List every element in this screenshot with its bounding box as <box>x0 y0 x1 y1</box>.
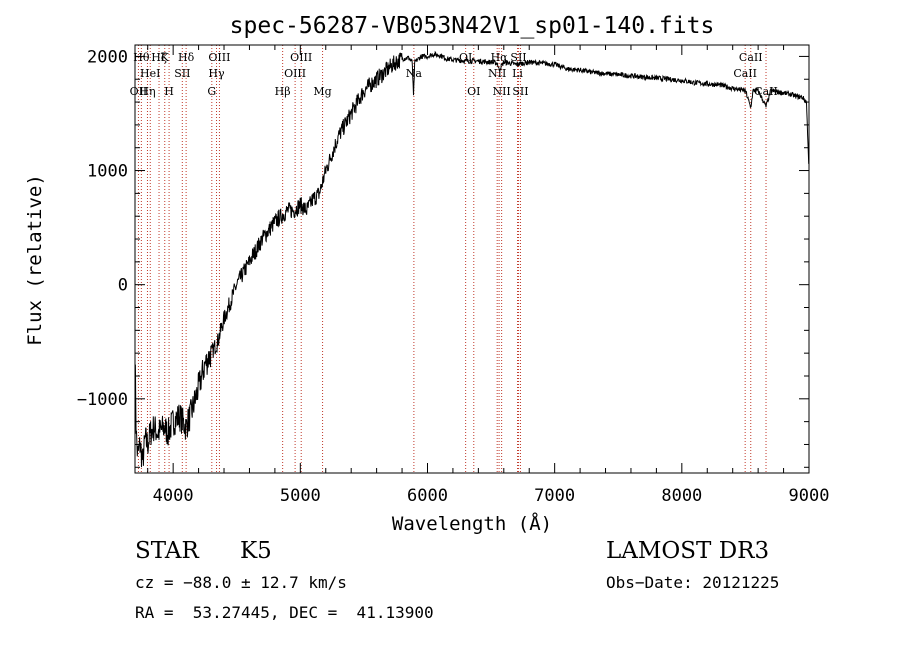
y-tick-label-3: 2000 <box>87 47 128 67</box>
line-label-25: CaII <box>733 67 757 80</box>
line-label-8: Hδ <box>178 51 195 64</box>
spectral-line-labels: OIIHθHηHeIHζKHSIIHδGHγOIIIHβOIIIOIIIMgNa… <box>130 51 778 98</box>
x-tick-label-0: 4000 <box>153 486 194 506</box>
line-label-4: Hζ <box>151 51 167 64</box>
spectrum-series <box>134 50 810 468</box>
y-tick-label-2: 1000 <box>87 162 128 182</box>
spectrum-line <box>134 50 810 468</box>
line-label-24: SII <box>512 85 528 98</box>
y-tick-label-1: 0 <box>118 276 128 296</box>
line-label-12: Hβ <box>275 85 291 98</box>
ra-dec: RA = 53.27445, DEC = 41.13900 <box>135 603 434 622</box>
chart-title: spec-56287-VB053N42V1_sp01-140.fits <box>230 13 715 39</box>
line-label-22: Li <box>512 67 523 80</box>
x-axis-ticks: 4000 5000 6000 7000 8000 9000 <box>147 45 830 506</box>
line-label-26: CaII <box>739 51 763 64</box>
x-tick-label-3: 7000 <box>534 486 575 506</box>
line-label-5: K <box>161 51 170 64</box>
x-tick-label-4: 8000 <box>661 486 702 506</box>
spectral-line-markers <box>137 45 767 473</box>
y-axis-ticks: −1000 0 1000 2000 <box>77 47 809 468</box>
line-label-13: OIII <box>284 67 306 80</box>
line-label-11: OIII <box>208 51 230 64</box>
line-label-18: OI <box>467 85 480 98</box>
line-label-14: OIII <box>290 51 312 64</box>
line-label-15: Mg <box>313 85 331 98</box>
line-label-21: NII <box>492 85 510 98</box>
line-label-2: Hη <box>139 85 155 98</box>
object-class: STAR <box>135 538 199 564</box>
line-label-19: NII <box>488 67 506 80</box>
redshift-cz: cz = −88.0 ± 12.7 km/s <box>135 573 347 592</box>
line-label-6: H <box>164 85 174 98</box>
x-axis-label: Wavelength (Å) <box>392 512 552 535</box>
x-tick-label-5: 9000 <box>789 486 830 506</box>
line-label-3: HeI <box>140 67 160 80</box>
survey-name: LAMOST DR3 <box>606 538 770 564</box>
line-label-23: SII <box>510 51 526 64</box>
line-label-0: OII <box>130 85 148 98</box>
object-subclass: K5 <box>240 538 272 564</box>
line-label-9: G <box>207 85 216 98</box>
line-label-10: Hγ <box>208 67 225 80</box>
x-tick-label-2: 6000 <box>407 486 448 506</box>
y-tick-label-0: −1000 <box>77 390 128 410</box>
plot-frame <box>134 44 810 474</box>
obs-date: Obs−Date: 20121225 <box>606 573 780 592</box>
line-label-1: Hθ <box>133 51 150 64</box>
y-axis-label: Flux (relative) <box>24 174 46 346</box>
line-label-7: SII <box>174 67 190 80</box>
x-tick-label-1: 5000 <box>280 486 321 506</box>
